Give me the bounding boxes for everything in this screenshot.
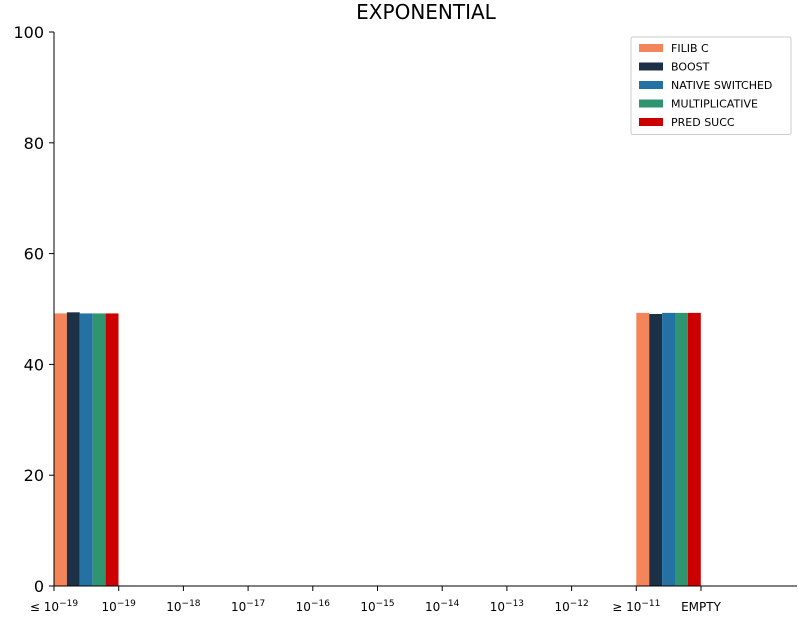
x-tick-label: ≥ 10−11 bbox=[612, 599, 660, 614]
legend: FILIB C BOOST NATIVE SWITCHED MULTIPLICATIV… bbox=[630, 36, 792, 135]
x-tick-label: EMPTY bbox=[681, 600, 722, 614]
legend-swatch bbox=[639, 118, 663, 126]
bar bbox=[79, 313, 93, 586]
legend-label: BOOST bbox=[671, 61, 710, 74]
x-tick-label: ≤ 10−19 bbox=[30, 599, 78, 614]
legend-label: NATIVE SWITCHED bbox=[671, 79, 772, 92]
bar bbox=[687, 312, 701, 586]
bars-group bbox=[54, 312, 701, 586]
legend-label: PRED SUCC bbox=[671, 116, 735, 129]
x-tick-label: 10−19 bbox=[102, 599, 137, 614]
bar bbox=[92, 313, 106, 586]
legend-label: FILIB C bbox=[671, 42, 709, 55]
x-tick-label: 10−18 bbox=[166, 599, 201, 614]
y-tick-label: 100 bbox=[13, 23, 44, 42]
legend-swatch bbox=[639, 62, 663, 71]
bar bbox=[66, 312, 80, 586]
x-tick-label: 10−16 bbox=[296, 599, 331, 614]
legend-swatch bbox=[639, 99, 663, 108]
x-tick-label: 10−14 bbox=[425, 599, 460, 614]
x-tick-label: 10−17 bbox=[231, 599, 265, 614]
bar bbox=[662, 312, 675, 586]
y-tick-label: 20 bbox=[24, 466, 44, 485]
x-tick-label: 10−12 bbox=[554, 599, 588, 614]
y-tick-label: 60 bbox=[24, 245, 44, 264]
legend-swatch bbox=[639, 81, 663, 89]
bar bbox=[105, 313, 119, 586]
legend-box bbox=[630, 36, 792, 135]
legend-label: MULTIPLICATIVE bbox=[671, 98, 758, 111]
chart-title: EXPONENTIAL bbox=[356, 0, 496, 24]
bar bbox=[649, 313, 663, 586]
x-tick-label: 10−15 bbox=[360, 599, 394, 614]
y-tick-label: 0 bbox=[34, 577, 44, 596]
y-tick-label: 40 bbox=[24, 355, 44, 374]
bar bbox=[675, 312, 688, 586]
y-ticks: 0 20 40 60 80 100 bbox=[13, 23, 54, 596]
x-tick-label: 10−13 bbox=[490, 599, 524, 614]
x-ticks: ≤ 10−19 10−19 10−18 10−17 10−16 10−15 10−14 10−… bbox=[30, 586, 722, 614]
bar bbox=[636, 312, 650, 586]
legend-swatch bbox=[639, 44, 663, 52]
y-tick-label: 80 bbox=[24, 134, 44, 153]
bar bbox=[54, 313, 67, 586]
